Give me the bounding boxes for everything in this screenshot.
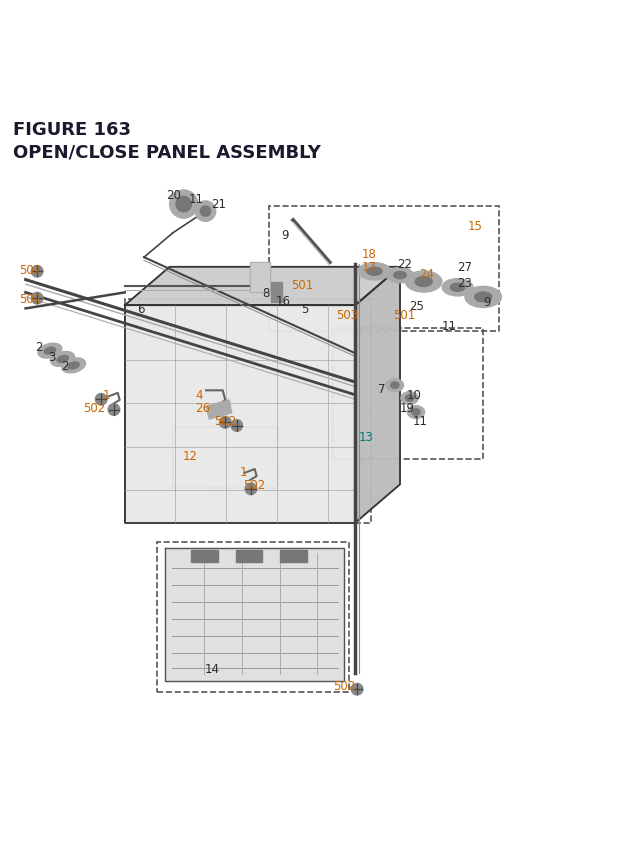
Ellipse shape [57, 356, 68, 363]
Text: 23: 23 [458, 277, 472, 290]
Ellipse shape [367, 268, 382, 276]
Text: 1: 1 [240, 466, 248, 479]
Text: 15: 15 [467, 220, 482, 232]
Ellipse shape [451, 284, 465, 292]
Circle shape [170, 191, 198, 219]
Ellipse shape [401, 392, 419, 405]
Ellipse shape [387, 268, 413, 283]
Ellipse shape [408, 406, 425, 419]
Polygon shape [125, 306, 355, 523]
Polygon shape [125, 268, 400, 306]
Bar [236, 550, 262, 563]
Text: 2: 2 [61, 360, 68, 373]
Bar [191, 550, 218, 563]
Polygon shape [355, 268, 400, 523]
Text: 13: 13 [358, 430, 373, 443]
Text: 5: 5 [301, 302, 308, 315]
Text: 502: 502 [333, 679, 355, 693]
Ellipse shape [406, 395, 414, 402]
Text: 9: 9 [282, 229, 289, 242]
Ellipse shape [442, 279, 473, 296]
Text: 25: 25 [410, 300, 424, 313]
Circle shape [220, 417, 231, 429]
Circle shape [245, 484, 257, 495]
Ellipse shape [394, 272, 406, 279]
Text: 9: 9 [483, 296, 491, 309]
Circle shape [95, 394, 107, 406]
Ellipse shape [387, 380, 404, 392]
Bar [271, 282, 282, 303]
Bar [250, 263, 270, 293]
Text: 16: 16 [275, 294, 290, 307]
Ellipse shape [406, 271, 442, 293]
Ellipse shape [465, 287, 502, 308]
Text: 11: 11 [413, 414, 428, 427]
Circle shape [351, 684, 363, 695]
Text: 17: 17 [362, 261, 376, 274]
Text: 24: 24 [419, 268, 434, 281]
Text: 27: 27 [458, 261, 472, 274]
Text: 10: 10 [406, 389, 421, 402]
Ellipse shape [390, 382, 399, 389]
Text: 502: 502 [214, 414, 237, 427]
Text: 18: 18 [362, 248, 376, 261]
Text: 501: 501 [291, 279, 314, 292]
Ellipse shape [68, 362, 79, 369]
Ellipse shape [358, 263, 390, 281]
Text: 20: 20 [166, 189, 181, 201]
Circle shape [231, 420, 243, 431]
Text: 502: 502 [243, 479, 266, 492]
Bar [251, 263, 269, 292]
Text: 501: 501 [394, 309, 416, 322]
Bar [280, 550, 307, 563]
Circle shape [176, 197, 191, 213]
Circle shape [200, 207, 211, 217]
Ellipse shape [412, 409, 420, 416]
Text: 11: 11 [189, 193, 204, 206]
Text: 502: 502 [19, 264, 42, 277]
Text: 22: 22 [397, 257, 412, 271]
Text: 11: 11 [442, 319, 456, 333]
Text: 1: 1 [102, 389, 110, 402]
Circle shape [31, 266, 43, 278]
Text: 21: 21 [211, 198, 226, 211]
Text: FIGURE 163: FIGURE 163 [13, 121, 131, 139]
Text: 19: 19 [400, 401, 415, 415]
Text: 3: 3 [48, 350, 56, 363]
Text: 14: 14 [205, 662, 220, 675]
Polygon shape [165, 548, 344, 681]
Ellipse shape [475, 293, 492, 302]
Text: 26: 26 [195, 401, 210, 415]
Text: 502: 502 [83, 401, 106, 415]
Circle shape [31, 293, 43, 305]
Ellipse shape [61, 358, 86, 374]
Text: 12: 12 [182, 449, 197, 462]
Text: 6: 6 [138, 302, 145, 315]
Circle shape [195, 201, 216, 222]
Text: 503: 503 [336, 309, 358, 322]
Polygon shape [206, 400, 232, 419]
Text: 2: 2 [35, 341, 43, 354]
Text: 502: 502 [19, 293, 42, 306]
Text: 7: 7 [378, 382, 385, 395]
Text: 4: 4 [195, 389, 203, 402]
Circle shape [108, 405, 120, 416]
Ellipse shape [51, 352, 75, 367]
Ellipse shape [38, 344, 62, 359]
Ellipse shape [415, 277, 432, 287]
Text: OPEN/CLOSE PANEL ASSEMBLY: OPEN/CLOSE PANEL ASSEMBLY [13, 144, 321, 161]
Ellipse shape [44, 348, 56, 355]
Text: 8: 8 [262, 287, 270, 300]
